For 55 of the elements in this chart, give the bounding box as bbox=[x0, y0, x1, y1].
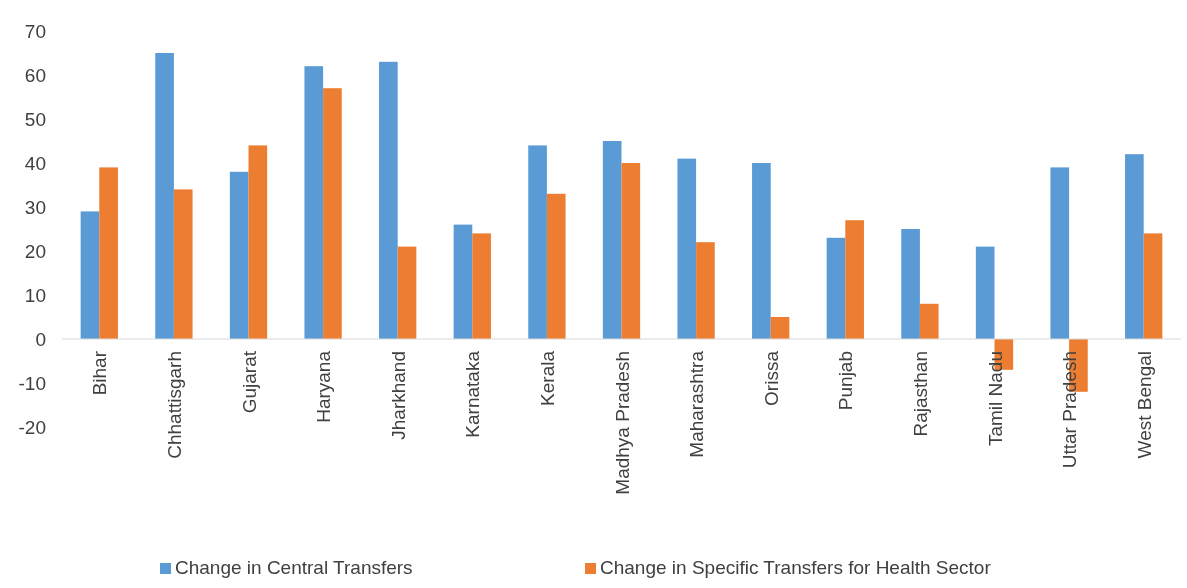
legend-label: Change in Central Transfers bbox=[175, 557, 413, 578]
x-tick-label: Punjab bbox=[835, 351, 857, 411]
bar bbox=[173, 189, 193, 339]
bar bbox=[397, 246, 417, 339]
y-tick-label: 30 bbox=[24, 196, 46, 218]
x-tick-label: Jharkhand bbox=[387, 351, 409, 440]
bar bbox=[379, 61, 398, 339]
bar bbox=[1143, 233, 1163, 339]
x-tick-label: Kerala bbox=[536, 350, 558, 406]
x-tick-label: Karnataka bbox=[462, 350, 484, 438]
x-tick-label: Rajasthan bbox=[909, 351, 931, 437]
y-tick-label: 40 bbox=[24, 152, 46, 174]
x-tick-label: Uttar Pradesh bbox=[1059, 351, 1081, 469]
bar bbox=[472, 233, 491, 339]
bar bbox=[621, 163, 641, 339]
bar bbox=[248, 145, 268, 339]
bar bbox=[546, 193, 566, 339]
y-tick-label: -10 bbox=[18, 372, 46, 394]
y-tick-label: 10 bbox=[24, 284, 46, 306]
x-tick-label: Madhya Pradesh bbox=[611, 351, 633, 495]
x-tick-label: Chhattisgarh bbox=[163, 351, 185, 459]
bar bbox=[528, 145, 547, 339]
bar bbox=[1125, 154, 1144, 339]
x-tick-label: Tamil Nadu bbox=[984, 351, 1006, 447]
bar bbox=[304, 66, 324, 339]
bar bbox=[99, 167, 118, 339]
bar bbox=[901, 229, 920, 339]
bar bbox=[602, 141, 622, 339]
bar bbox=[1050, 167, 1070, 339]
bar bbox=[919, 303, 939, 339]
x-tick-label: Orissa bbox=[760, 350, 782, 406]
bar bbox=[677, 158, 697, 339]
legend-label: Change in Specific Transfers for Health Sector bbox=[600, 557, 992, 578]
bar bbox=[975, 246, 995, 339]
x-tick-label: Bihar bbox=[89, 350, 111, 396]
bar bbox=[696, 242, 715, 339]
y-tick-label: 60 bbox=[24, 64, 46, 86]
x-tick-label: Maharashtra bbox=[686, 350, 708, 458]
bar bbox=[845, 220, 864, 339]
y-tick-label: 50 bbox=[24, 108, 46, 130]
x-tick-label: Gujarat bbox=[238, 350, 260, 414]
y-tick-label: 20 bbox=[24, 240, 46, 262]
y-tick-label: 70 bbox=[24, 20, 46, 42]
y-tick-label: -20 bbox=[18, 416, 46, 438]
bar bbox=[229, 171, 249, 339]
bar bbox=[752, 163, 771, 339]
y-tick-label: 0 bbox=[35, 328, 46, 350]
bar bbox=[453, 224, 473, 339]
x-tick-label: West Bengal bbox=[1133, 351, 1155, 459]
bar bbox=[155, 53, 174, 339]
x-tick-label: Haryana bbox=[313, 350, 335, 423]
bar bbox=[323, 88, 342, 339]
bar bbox=[826, 237, 846, 339]
bar bbox=[770, 317, 790, 339]
bar bbox=[80, 211, 100, 339]
